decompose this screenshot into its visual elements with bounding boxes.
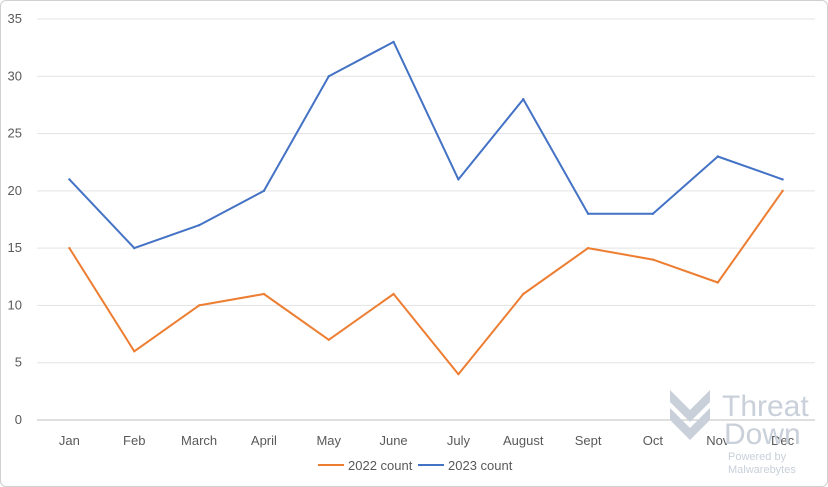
data-point (457, 178, 460, 181)
y-tick-label: 35 (8, 11, 22, 26)
y-tick-label: 0 (15, 412, 22, 427)
x-tick-label: July (447, 433, 471, 448)
series-lines (68, 40, 784, 376)
gridlines (37, 18, 815, 421)
data-point (522, 292, 525, 296)
data-point (197, 224, 201, 227)
data-point (781, 178, 784, 181)
threatdown-logo-icon (670, 390, 710, 440)
watermark-line1: Threat (722, 390, 809, 423)
y-axis-ticks: 0 5 10 15 20 25 30 35 (8, 11, 22, 427)
data-point (781, 189, 784, 193)
x-tick-label: August (503, 433, 544, 448)
x-tick-label: Feb (123, 433, 145, 448)
data-point (262, 292, 266, 296)
legend: 2022 count 2023 count (318, 458, 513, 473)
data-point (392, 40, 395, 44)
x-axis-ticks: Jan Feb March April May June July August Sept Oct… (59, 433, 795, 448)
data-point (716, 155, 719, 158)
watermark-line2: Down (724, 418, 801, 451)
legend-item-2023: 2023 count (418, 458, 513, 473)
series-1 (68, 40, 784, 250)
x-tick-label: Dec (771, 433, 795, 448)
x-tick-label: Jan (59, 433, 80, 448)
x-tick-label: Sept (575, 433, 602, 448)
y-tick-label: 30 (8, 68, 22, 83)
series-line-0 (68, 189, 784, 376)
data-point (457, 372, 460, 376)
data-point (327, 75, 330, 78)
data-point (133, 350, 136, 353)
y-tick-label: 10 (8, 297, 22, 312)
threatdown-watermark: Threat Down Powered by Malwarebytes (670, 390, 809, 476)
series-line-1 (68, 40, 784, 250)
x-tick-label: April (251, 433, 277, 448)
data-point (586, 212, 590, 215)
x-tick-label: March (181, 433, 217, 448)
data-point (522, 98, 525, 101)
data-point (392, 292, 395, 296)
data-point (716, 281, 719, 284)
y-tick-label: 20 (8, 183, 22, 198)
watermark-line4: Malwarebytes (728, 464, 796, 476)
watermark-line3: Powered by (728, 451, 787, 463)
y-tick-label: 25 (8, 126, 22, 141)
data-point (68, 178, 71, 181)
legend-item-2022: 2022 count (318, 458, 413, 473)
legend-label-2023: 2023 count (448, 458, 513, 473)
y-tick-label: 5 (15, 355, 22, 370)
series-0 (68, 189, 784, 376)
data-point (586, 246, 590, 250)
legend-label-2022: 2022 count (348, 458, 413, 473)
data-point (197, 304, 201, 307)
x-tick-label: June (379, 433, 407, 448)
x-tick-label: Nov (706, 433, 730, 448)
x-tick-label: Oct (643, 433, 664, 448)
data-point (262, 189, 266, 193)
x-tick-label: May (316, 433, 341, 448)
y-tick-label: 15 (8, 240, 22, 255)
data-point (133, 246, 136, 250)
data-point (651, 212, 655, 215)
data-point (651, 258, 655, 261)
data-point (327, 338, 330, 341)
data-point (68, 246, 71, 250)
